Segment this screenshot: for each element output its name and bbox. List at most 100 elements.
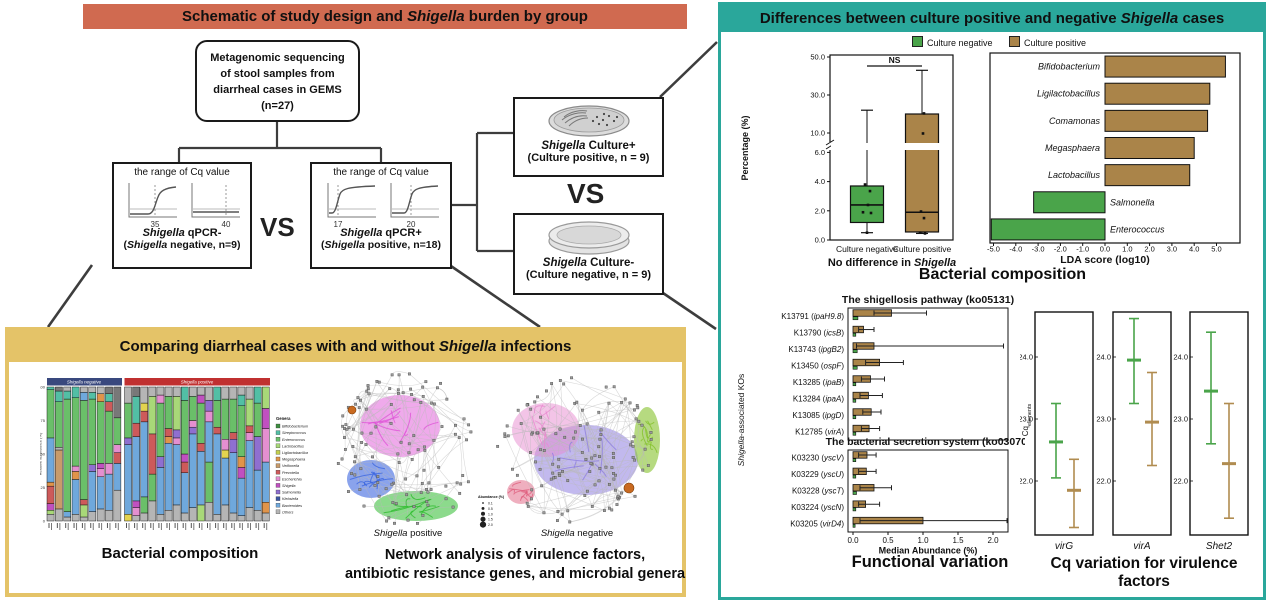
lda-taxon-label: Enterococcus [1110, 224, 1165, 234]
x-tick-label: -4.0 [1009, 245, 1022, 254]
lda-taxon-label: Comamonas [1049, 116, 1101, 126]
network-node [540, 484, 544, 488]
network-edge [434, 403, 467, 440]
mini-axes [191, 183, 240, 218]
genera-legend-label: Enterococcus [282, 438, 305, 442]
sample-tick [198, 523, 200, 528]
abundance-bar-negative [852, 382, 857, 387]
network-node [357, 406, 361, 410]
network-node [552, 476, 555, 480]
network-node [347, 426, 351, 430]
network-node [412, 434, 416, 437]
stacked-bar-segment [172, 437, 181, 445]
network-edge [397, 453, 409, 521]
network-caption: Network analysis of virulence factors, a… [344, 547, 686, 582]
network-node [425, 500, 429, 504]
group-label-negative: Shigella negative [67, 380, 102, 385]
stacked-bar-segment [197, 386, 205, 396]
network-node [399, 440, 403, 444]
genera-legend-label: Shigella [282, 484, 296, 488]
genera-legend-swatch [275, 496, 281, 501]
network-node [353, 473, 357, 477]
stacked-bar-segment [88, 386, 97, 393]
network-node [598, 467, 602, 470]
network-edge [559, 407, 638, 430]
network-node [646, 464, 650, 467]
y-tick-label: 0 [43, 519, 46, 524]
network-node [362, 504, 366, 508]
network-edge [552, 457, 592, 465]
network-node [465, 438, 468, 442]
genera-legend-label: Prevotella [282, 471, 299, 475]
stacked-bar-segment [253, 436, 262, 471]
stacked-bar-segment [105, 473, 113, 511]
x-category-label: Culture positive [893, 244, 952, 254]
ko-label: K12785 (virA) [795, 427, 844, 436]
network-edge [575, 420, 639, 433]
stacked-bar-segment [132, 396, 140, 424]
network-node [458, 491, 462, 495]
sample-tick [136, 523, 138, 530]
network-node [604, 465, 608, 469]
network-node [607, 506, 611, 510]
network-node [415, 474, 419, 478]
network-edge [577, 425, 587, 460]
network-node [397, 461, 401, 464]
stacked-bar-segment [80, 516, 88, 522]
stacked-bar-segment [164, 443, 173, 511]
network-node [640, 423, 644, 427]
network-node [629, 443, 633, 447]
network-node [419, 491, 423, 494]
abundance-bar-negative [852, 458, 857, 463]
network-edge [531, 473, 560, 491]
data-point [921, 132, 925, 135]
stacked-bar-segment [261, 408, 270, 429]
network-edge [582, 438, 614, 474]
stacked-bar-segment [124, 402, 132, 439]
network-edge [608, 402, 649, 466]
network-node [616, 494, 620, 498]
culture-neg-name: Shigella Culture- [542, 257, 635, 269]
network-node [604, 385, 608, 389]
sample-tick [263, 523, 265, 528]
sample-tick [182, 523, 184, 528]
network-node [359, 398, 362, 402]
stacked-bar-segment [213, 433, 221, 515]
stacked-bar-segment [55, 508, 63, 522]
stacked-bar-segment [55, 447, 63, 451]
lda-score-chart: Bifidobacterium Ligilactobacillus Comamona… [987, 52, 1241, 266]
network-node [388, 387, 392, 391]
box [904, 113, 940, 233]
network-cluster-edge [569, 441, 573, 453]
stacked-bar-segment [113, 489, 122, 522]
stacked-bar-segment [164, 386, 173, 397]
network-edge [594, 403, 610, 485]
network-edge [368, 393, 421, 403]
x-tick-label: -1.0 [1076, 245, 1089, 254]
cq-panel-frame [1189, 311, 1249, 536]
network-node [341, 424, 345, 428]
vs-qpcr: VS [260, 212, 295, 242]
network-edge [462, 418, 469, 482]
stacked-bar-segment [164, 428, 173, 437]
sample-tick [59, 523, 61, 530]
sample-tick [117, 523, 119, 530]
sample-tick [56, 523, 58, 528]
network-edge [394, 453, 399, 504]
lda-bar [1104, 109, 1209, 132]
network-node [539, 415, 543, 419]
stacked-bar-segment [221, 504, 230, 522]
network-node [369, 431, 373, 435]
network-node [462, 417, 466, 421]
stacked-bar-segment [245, 440, 254, 508]
comparison-panel-titlebar [9, 331, 682, 362]
abundance-bar-negative [852, 316, 859, 321]
network-node [459, 482, 463, 486]
network-node [406, 518, 410, 522]
network-cluster-edge [513, 489, 530, 495]
network-edge [592, 448, 646, 507]
cq-mini-plot: 35 [128, 183, 177, 229]
network-edge [355, 456, 394, 503]
network-node [643, 447, 647, 451]
stacked-bar-segment [261, 386, 270, 409]
